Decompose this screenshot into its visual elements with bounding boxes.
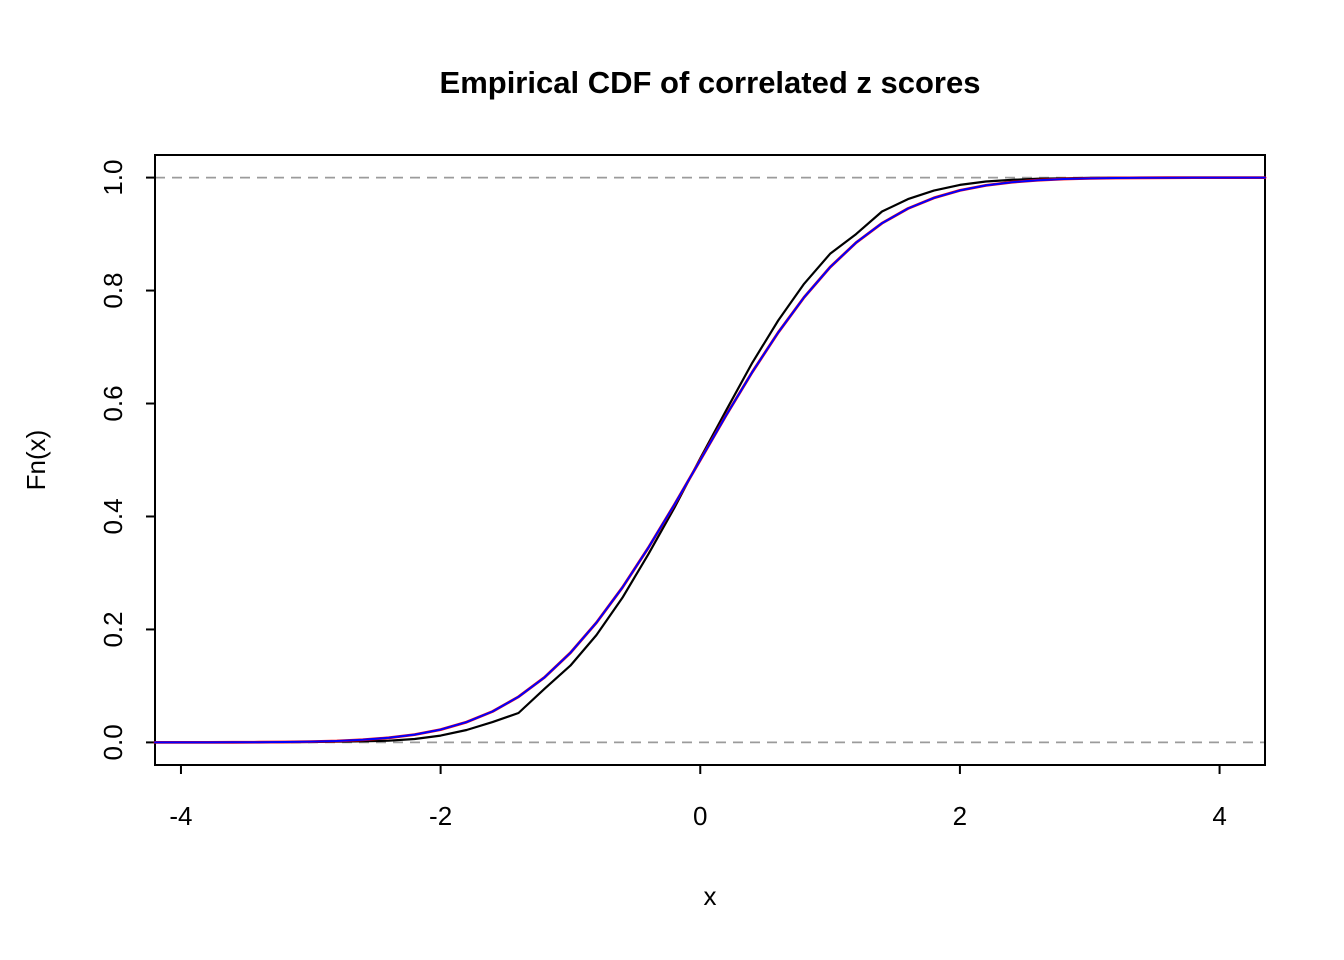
series-line-normal-cdf-red bbox=[153, 176, 1267, 744]
series-group bbox=[153, 176, 1267, 744]
y-axis-label: Fn(x) bbox=[21, 430, 51, 491]
series-line-normal-cdf-blue bbox=[154, 176, 1266, 744]
x-tick-label: 2 bbox=[953, 801, 967, 831]
series-line-empirical-ecdf bbox=[153, 176, 1267, 744]
x-tick-label: 4 bbox=[1212, 801, 1226, 831]
y-tick-label: 0.2 bbox=[98, 611, 128, 647]
x-tick-label: -2 bbox=[429, 801, 452, 831]
y-tick-label: 0.8 bbox=[98, 272, 128, 308]
reference-lines-group bbox=[155, 176, 1265, 744]
y-tick-label: 0.0 bbox=[98, 724, 128, 760]
y-tick-label: 1.0 bbox=[98, 160, 128, 196]
plot-frame bbox=[154, 154, 1266, 766]
axis-ticks-group: -4 -2 0 2 4 0.0 0.2 0.4 0.6 0.8 1.0 bbox=[98, 160, 1227, 831]
x-tick-label: 0 bbox=[693, 801, 707, 831]
y-tick-label: 0.6 bbox=[98, 385, 128, 421]
y-tick-label: 0.4 bbox=[98, 498, 128, 534]
chart-title: Empirical CDF of correlated z scores bbox=[440, 65, 981, 100]
x-axis-label: x bbox=[704, 881, 717, 911]
x-tick-label: -4 bbox=[169, 801, 192, 831]
